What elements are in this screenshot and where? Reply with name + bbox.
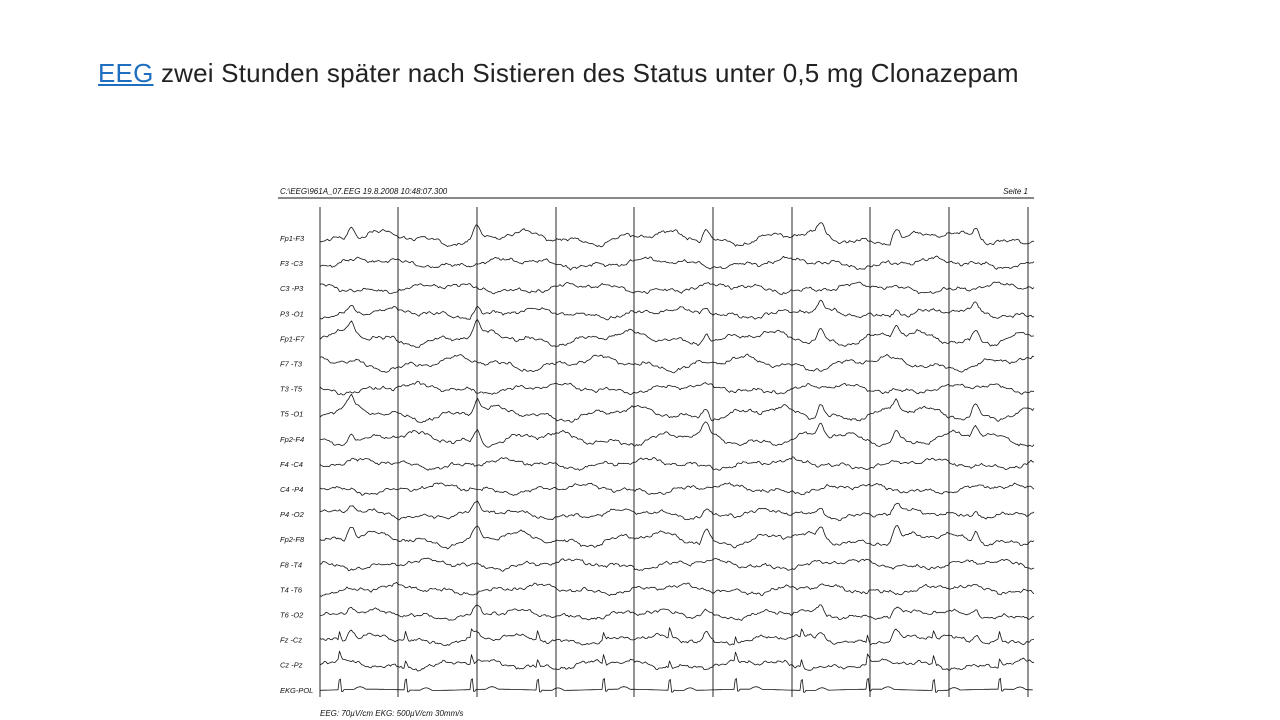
eeg-recording-figure: C:\EEG\961A_07.EEG 19.8.2008 10:48:07.30… [276,185,1036,720]
channel-label: F8 -T4 [280,560,302,569]
eeg-channel-trace [319,525,1035,550]
channel-label: Fp2-F8 [280,535,305,544]
channel-label: T3 -T5 [280,385,303,394]
channel-label: Fp2-F4 [280,435,304,444]
channel-label: C3 -P3 [280,284,304,293]
eeg-channel-trace [319,650,1035,672]
channel-label: P4 -O2 [280,510,305,519]
channel-labels: Fp1-F3 F3 -C3 C3 -P3 P3 -O1 Fp1-F7 F7 -T3 T3 -… [280,234,313,695]
channel-label: F7 -T3 [280,360,303,369]
eeg-channel-trace [319,255,1035,271]
eeg-channel-trace [319,380,1035,396]
channel-label: F3 -C3 [280,259,304,268]
eeg-recording-svg: C:\EEG\961A_07.EEG 19.8.2008 10:48:07.30… [278,187,1035,718]
eeg-channel-trace [319,299,1035,321]
eeg-channel-trace [319,319,1035,348]
eeg-channel-trace [319,456,1035,471]
eeg-link[interactable]: EEG [98,58,154,88]
eeg-channel-trace [319,557,1035,572]
second-markers [319,207,1029,697]
slide-title: EEG zwei Stunden später nach Sistieren d… [98,58,1019,89]
channel-label: C4 -P4 [280,485,303,494]
eeg-channel-trace [319,627,1035,646]
eeg-channel-trace [319,582,1035,597]
eeg-footer-calibration: EEG: 70µV/cm EKG: 500µV/cm 30mm/s [320,709,463,718]
channel-label: P3 -O1 [280,309,304,318]
channel-label: T4 -T6 [280,585,303,594]
eeg-header-file: C:\EEG\961A_07.EEG 19.8.2008 10:48:07.30… [280,187,448,196]
channel-label: EKG-POL [280,686,313,695]
channel-label: Cz -Pz [280,661,303,670]
eeg-channel-trace [319,604,1035,621]
eeg-channel-trace [319,500,1035,522]
eeg-channel-trace [319,281,1035,295]
channel-label: Fp1-F3 [280,234,305,243]
channel-label: Fz -Cz [280,636,302,645]
channel-label: F4 -C4 [280,460,303,469]
eeg-channel-trace [319,393,1035,423]
eeg-traces [319,222,1035,693]
eeg-channel-trace [319,353,1035,374]
eeg-channel-trace [319,482,1035,496]
channel-label: T6 -O2 [280,611,304,620]
slide-title-text: zwei Stunden später nach Sistieren des S… [153,58,1019,88]
eeg-channel-trace [319,421,1035,448]
eeg-header-page: Seite 1 [1003,187,1028,196]
channel-label: Fp1-F7 [280,334,305,343]
ekg-trace [320,678,1033,693]
channel-label: T5 -O1 [280,410,303,419]
eeg-channel-trace [319,222,1035,248]
